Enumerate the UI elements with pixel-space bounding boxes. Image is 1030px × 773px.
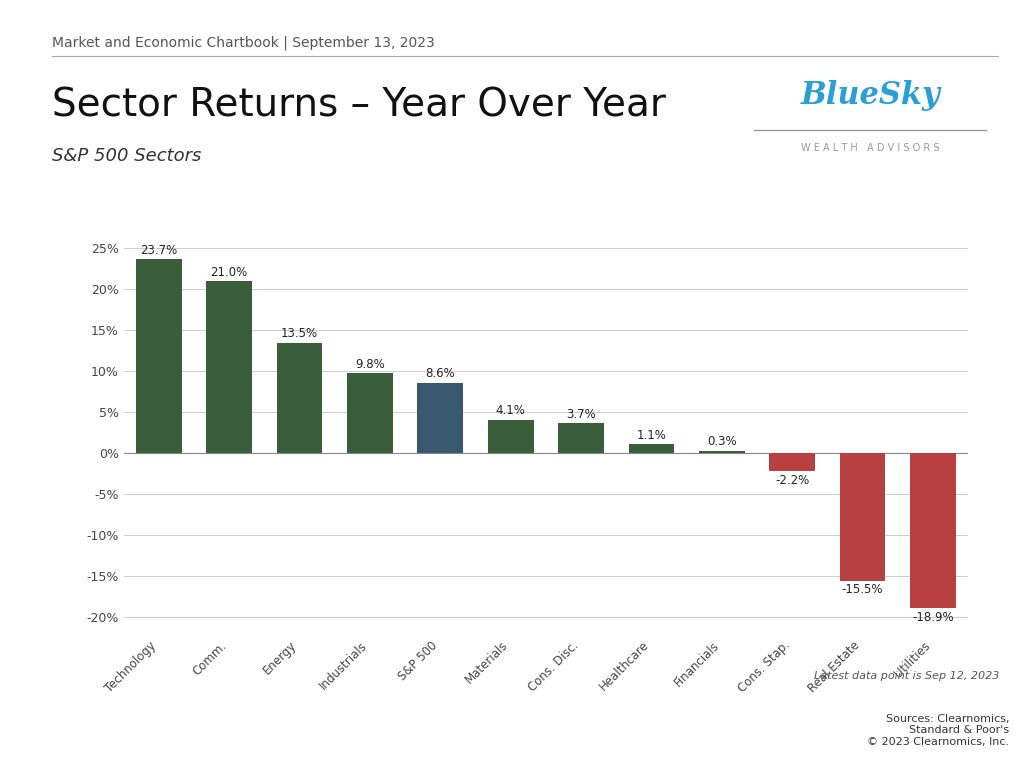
Text: 1.1%: 1.1% [637,429,666,442]
Bar [558,423,604,454]
Bar [628,444,675,454]
Text: 23.7%: 23.7% [140,243,177,257]
Bar [206,281,252,454]
Text: S&P 500 Sectors: S&P 500 Sectors [52,147,201,165]
Text: Latest data point is Sep 12, 2023: Latest data point is Sep 12, 2023 [814,672,999,681]
Bar [839,454,886,581]
Text: 4.1%: 4.1% [495,404,525,417]
Bar [699,451,745,454]
Bar [277,342,322,454]
Text: Market and Economic Chartbook | September 13, 2023: Market and Economic Chartbook | Septembe… [52,36,435,50]
Text: W E A L T H   A D V I S O R S: W E A L T H A D V I S O R S [801,144,939,153]
Bar [417,383,464,454]
Text: -15.5%: -15.5% [842,583,884,596]
Text: 13.5%: 13.5% [281,327,318,340]
Bar [488,420,534,454]
Bar [347,373,392,454]
Text: 21.0%: 21.0% [210,266,248,278]
Bar [911,454,956,608]
Bar [136,259,181,454]
Text: U.S. Stock Market: U.S. Stock Market [12,310,27,463]
Text: 8.6%: 8.6% [425,367,455,380]
Text: 9.8%: 9.8% [355,358,385,370]
Text: Sources: Clearnomics,
Standard & Poor's
© 2023 Clearnomics, Inc.: Sources: Clearnomics, Standard & Poor's … [867,714,1009,747]
Text: -2.2%: -2.2% [776,474,810,487]
Text: 3.7%: 3.7% [566,407,596,421]
Text: Sector Returns – Year Over Year: Sector Returns – Year Over Year [52,87,665,125]
Text: -18.9%: -18.9% [913,611,954,624]
Text: BlueSky: BlueSky [800,80,940,111]
Bar [769,454,815,472]
Text: 0.3%: 0.3% [707,435,736,448]
